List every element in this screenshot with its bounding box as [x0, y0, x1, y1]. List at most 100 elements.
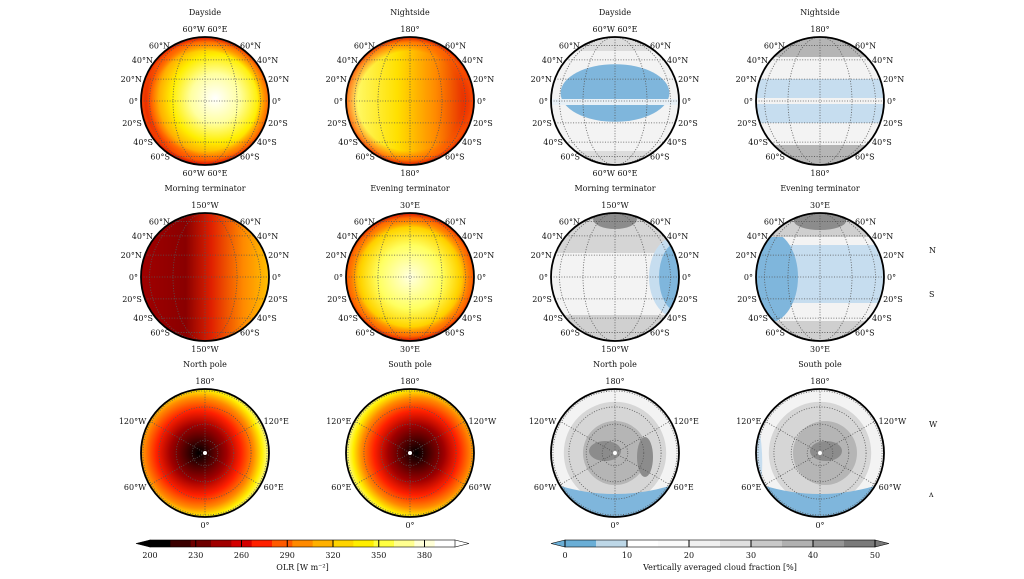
meridian-label-upper-left: 120°E — [326, 417, 351, 426]
panel-title: Evening terminator — [780, 184, 859, 193]
latitude-label-left: 0° — [539, 97, 548, 106]
meridian-label-bottom: 0° — [405, 521, 414, 530]
colorbar-tick-label: 230 — [188, 551, 203, 560]
latitude-label-right: 60°N — [445, 42, 466, 51]
latitude-label-right: 20°S — [473, 119, 493, 128]
globe-outline — [755, 388, 885, 518]
meridian-label-bottom: 0° — [200, 521, 209, 530]
latitude-label-left: 60°N — [764, 218, 785, 227]
latitude-label-right: 0° — [477, 273, 486, 282]
latitude-label-left: 0° — [539, 273, 548, 282]
latitude-label-right: 60°N — [240, 218, 261, 227]
latitude-label-right: 40°S — [667, 314, 687, 323]
latitude-label-right: 40°N — [462, 56, 483, 65]
latitude-label-left: 60°S — [765, 328, 785, 337]
latitude-label-left: 20°S — [737, 119, 757, 128]
map-panel-morning-terminator-cloud: Morning terminator 150°W 150°W 60°N 60°N 40°N… — [531, 184, 700, 354]
meridian-label-top: 150°W — [601, 201, 629, 210]
colorbar-tick-label: 380 — [417, 551, 432, 560]
pole-marker — [818, 451, 822, 455]
latitude-label-left: 40°S — [338, 138, 358, 147]
meridian-label-bottom: 30°E — [810, 345, 830, 354]
cropped-label-fragment: W — [929, 420, 938, 429]
pole-marker — [203, 451, 207, 455]
graticule — [141, 37, 269, 165]
latitude-label-left: 40°N — [337, 56, 358, 65]
latitude-label-left: 20°N — [531, 75, 552, 84]
meridian-label-bottom: 150°W — [601, 345, 629, 354]
latitude-label-left: 60°N — [354, 218, 375, 227]
map-panel-morning-terminator-olr: Morning terminator 150°W 150°W 60°N 60°N 40°N… — [121, 184, 290, 354]
colorbar-tick-label: 290 — [280, 551, 295, 560]
meridian-label-bottom: 30°E — [400, 345, 420, 354]
meridian-label-top: 30°E — [400, 201, 420, 210]
field-fill — [141, 213, 269, 341]
colorbar-extend-max — [454, 539, 470, 548]
meridian-label-upper-left: 120°W — [529, 417, 557, 426]
graticule — [756, 37, 884, 165]
latitude-label-left: 0° — [744, 97, 753, 106]
latitude-label-right: 40°N — [462, 232, 483, 241]
latitude-label-left: 40°N — [542, 56, 563, 65]
colorbar-segment — [844, 540, 876, 547]
latitude-label-left: 20°N — [531, 251, 552, 260]
map-panel-evening-terminator-cloud: Evening terminator 30°E 30°E 60°N 60°N 40°N 40… — [736, 184, 905, 354]
meridian-label-lower-left: 60°W — [534, 483, 557, 492]
latitude-label-left: 20°S — [122, 295, 142, 304]
latitude-label-left: 20°S — [737, 295, 757, 304]
colorbar-segment — [170, 540, 192, 547]
globe-outline — [755, 36, 885, 166]
latitude-label-right: 20°N — [268, 75, 289, 84]
colorbar-label: Vertically averaged cloud fraction [%] — [642, 563, 797, 572]
panel-title: South pole — [798, 360, 842, 369]
latitude-label-left: 60°N — [559, 42, 580, 51]
latitude-label-right: 0° — [682, 273, 691, 282]
latitude-label-right: 0° — [887, 97, 896, 106]
latitude-label-right: 40°S — [667, 138, 687, 147]
meridian-label-top: 180° — [400, 25, 419, 34]
meridian-label-top: 180° — [810, 25, 829, 34]
latitude-label-left: 60°N — [149, 42, 170, 51]
meridian-label-lower-right: 60°E — [674, 483, 694, 492]
map-panel-dayside-olr: Dayside 60°W 60°E 60°W 60°E 60°N 60°N 40°N 40°… — [121, 8, 290, 178]
graticule — [756, 213, 884, 341]
panel-title: Dayside — [189, 8, 221, 17]
latitude-label-left: 40°S — [748, 314, 768, 323]
meridian-label-lower-left: 60°W — [124, 483, 147, 492]
meridian-label-top: 150°W — [191, 201, 219, 210]
graticule — [141, 213, 269, 341]
colorbar-segment — [658, 540, 690, 547]
colorbar-tick-label: 30 — [746, 551, 756, 560]
meridian-label-upper-left: 120°W — [119, 417, 147, 426]
latitude-label-right: 60°S — [445, 152, 465, 161]
latitude-label-left: 60°N — [764, 42, 785, 51]
meridian-label-upper-right: 120°W — [879, 417, 907, 426]
meridian-label-lower-right: 60°W — [469, 483, 492, 492]
latitude-label-left: 40°S — [133, 138, 153, 147]
field-fill — [346, 37, 474, 165]
latitude-label-left: 20°S — [327, 119, 347, 128]
meridian-label-lower-left: 60°E — [741, 483, 761, 492]
panel-title: Nightside — [390, 8, 430, 17]
latitude-label-right: 40°N — [872, 56, 893, 65]
colorbar-segment — [689, 540, 721, 547]
latitude-label-left: 20°S — [532, 295, 552, 304]
panel-title: Nightside — [800, 8, 840, 17]
map-panel-nightside-cloud: Nightside 180° 180° 60°N 60°N 40°N 40°N 20°N 20°… — [736, 8, 905, 178]
latitude-label-left: 20°N — [121, 75, 142, 84]
panel-title: South pole — [388, 360, 432, 369]
side-fragments: N S Wʌ — [928, 246, 938, 499]
cropped-label-fragment: ʌ — [928, 490, 934, 499]
latitude-label-right: 0° — [272, 273, 281, 282]
latitude-label-left: 60°S — [150, 152, 170, 161]
latitude-label-left: 40°S — [543, 314, 563, 323]
map-panel-dayside-cloud: Dayside 60°W 60°E 60°W 60°E 60°N 60°N 40°N 40°… — [531, 8, 700, 178]
latitude-label-right: 40°S — [872, 138, 892, 147]
pole-marker — [408, 451, 412, 455]
latitude-label-left: 0° — [334, 97, 343, 106]
latitude-label-right: 40°N — [667, 232, 688, 241]
latitude-label-right: 20°N — [473, 75, 494, 84]
latitude-label-left: 60°N — [149, 218, 170, 227]
graticule — [346, 213, 474, 341]
